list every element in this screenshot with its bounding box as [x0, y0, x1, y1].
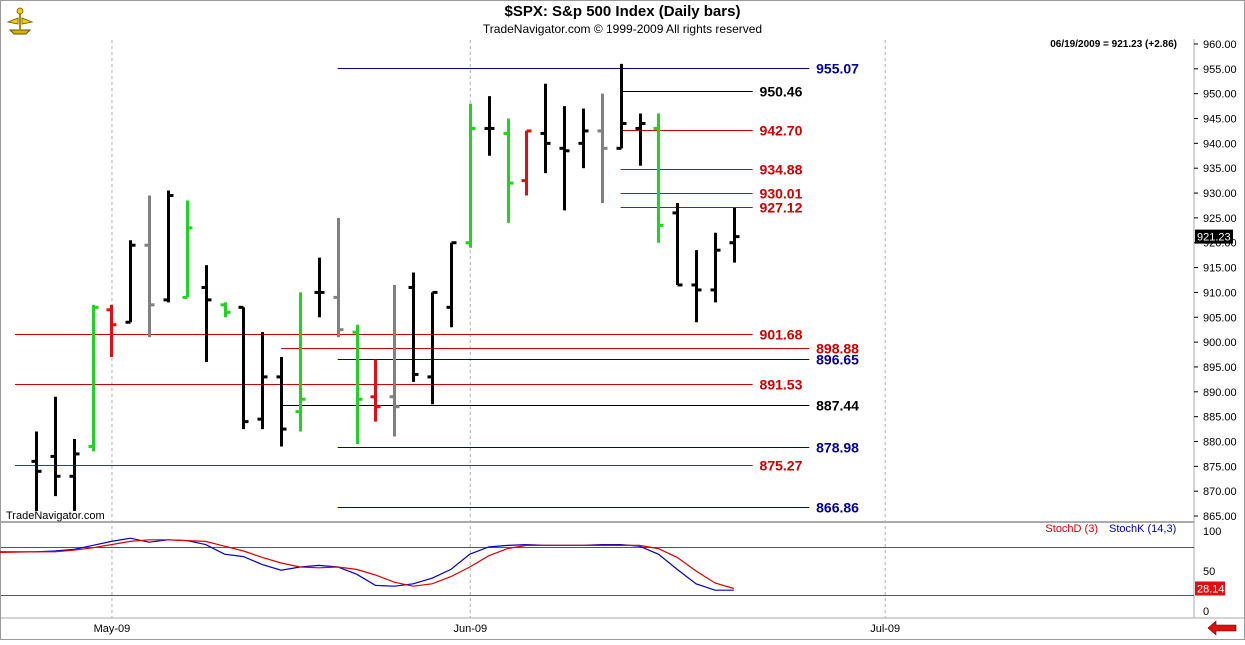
chart-subtitle: TradeNavigator.com © 1999-2009 All right… [482, 22, 763, 36]
ohlc-bar [597, 93, 608, 203]
ohlc-bar [238, 305, 249, 430]
y-tick-label: 925.00 [1203, 213, 1237, 225]
ohlc-bar [333, 217, 344, 338]
ohlc-bar [729, 207, 740, 263]
ohlc-bar [408, 272, 419, 382]
ohlc-bar [31, 431, 42, 512]
y-tick-label: 865.00 [1203, 511, 1237, 523]
ohlc-bar [201, 265, 212, 362]
ohlc-bar [88, 304, 99, 452]
ohlc-bar [691, 250, 702, 323]
y-tick-label: 940.00 [1203, 138, 1237, 150]
ohlc-bar [710, 232, 721, 303]
level-label: 866.86 [816, 500, 859, 516]
ohlc-bar [446, 241, 457, 328]
legend-stochk: StochK (14,3) [1109, 523, 1176, 535]
ohlc-bar [503, 118, 514, 223]
ohlc-bar [314, 257, 325, 318]
ohlc-bar [220, 302, 231, 318]
ohlc-bar [616, 63, 627, 150]
y-tick-label: 870.00 [1203, 486, 1237, 498]
y-tick-label: 900.00 [1203, 337, 1237, 349]
ohlc-bar [370, 359, 381, 422]
stoch-y-tick-label: 50 [1203, 566, 1215, 578]
ohlc-bar [578, 108, 589, 169]
level-label: 875.27 [760, 458, 803, 474]
x-tick-label: Jul-09 [870, 623, 900, 635]
scroll-left-arrow-icon[interactable] [1207, 620, 1237, 636]
ohlc-bar [106, 304, 117, 358]
level-label: 955.07 [816, 61, 859, 77]
stoch-value-label: 28.14 [1197, 583, 1225, 595]
ohlc-bar [144, 195, 155, 338]
y-tick-label: 935.00 [1203, 163, 1237, 175]
ohlc-bar [295, 292, 306, 432]
quote-label: 06/19/2009 = 921.23 (+2.86) [1050, 39, 1177, 50]
stoch-y-tick-label: 100 [1203, 526, 1221, 538]
ohlc-bar [352, 324, 363, 444]
y-tick-label: 890.00 [1203, 387, 1237, 399]
y-tick-label: 930.00 [1203, 188, 1237, 200]
stoch-y-tick-label: 0 [1203, 606, 1209, 618]
ohlc-bar [484, 96, 495, 156]
stoch-value-box [1195, 581, 1225, 596]
y-tick-label: 955.00 [1203, 64, 1237, 76]
legend-stochd: StochD (3) [1045, 523, 1098, 535]
level-label: 901.68 [760, 327, 803, 343]
y-tick-label: 880.00 [1203, 436, 1237, 448]
y-tick-label: 885.00 [1203, 412, 1237, 424]
level-label: 896.65 [816, 352, 859, 368]
y-tick-label: 960.00 [1203, 39, 1237, 51]
ohlc-bar [276, 357, 287, 447]
ohlc-bar [50, 396, 61, 497]
level-label: 930.01 [760, 186, 803, 202]
ohlc-bar [125, 240, 136, 324]
level-label: 898.88 [816, 341, 859, 357]
level-label: 927.12 [760, 200, 803, 216]
tradenavigator-logo-icon [6, 7, 34, 35]
watermark-label: TradeNavigator.com [6, 510, 105, 522]
ohlc-bar [427, 290, 438, 405]
current-price-label: 921.23 [1197, 232, 1231, 244]
level-label: 891.53 [760, 377, 803, 393]
stoch-k-line [0, 537, 734, 591]
level-label: 950.46 [760, 84, 803, 100]
level-label: 878.98 [816, 440, 859, 456]
ohlc-bar [653, 113, 664, 243]
chart-title: $SPX: S&p 500 Index (Daily bars) [504, 3, 741, 20]
ohlc-bar [389, 284, 400, 437]
y-tick-label: 950.00 [1203, 89, 1237, 101]
x-tick-label: May-09 [94, 623, 131, 635]
ohlc-bar [465, 103, 476, 248]
level-label: 942.70 [760, 123, 803, 139]
ohlc-bar [163, 190, 174, 303]
ohlc-bar [69, 439, 80, 512]
y-tick-label: 875.00 [1203, 461, 1237, 473]
ohlc-bar [672, 202, 683, 287]
ohlc-bar [635, 113, 646, 166]
y-tick-label: 910.00 [1203, 287, 1237, 299]
y-tick-label: 895.00 [1203, 362, 1237, 374]
ohlc-bar [521, 129, 532, 196]
ohlc-bar [257, 332, 268, 430]
ohlc-bar [559, 106, 570, 211]
y-tick-label: 945.00 [1203, 114, 1237, 126]
current-price-box [1195, 229, 1233, 244]
ohlc-bar [182, 200, 193, 299]
y-tick-label: 915.00 [1203, 263, 1237, 275]
stoch-d-line [0, 539, 734, 590]
level-label: 887.44 [816, 398, 859, 414]
x-tick-label: Jun-09 [453, 623, 487, 635]
ohlc-bar [540, 83, 551, 174]
y-tick-label: 905.00 [1203, 312, 1237, 324]
level-label: 934.88 [760, 162, 803, 178]
